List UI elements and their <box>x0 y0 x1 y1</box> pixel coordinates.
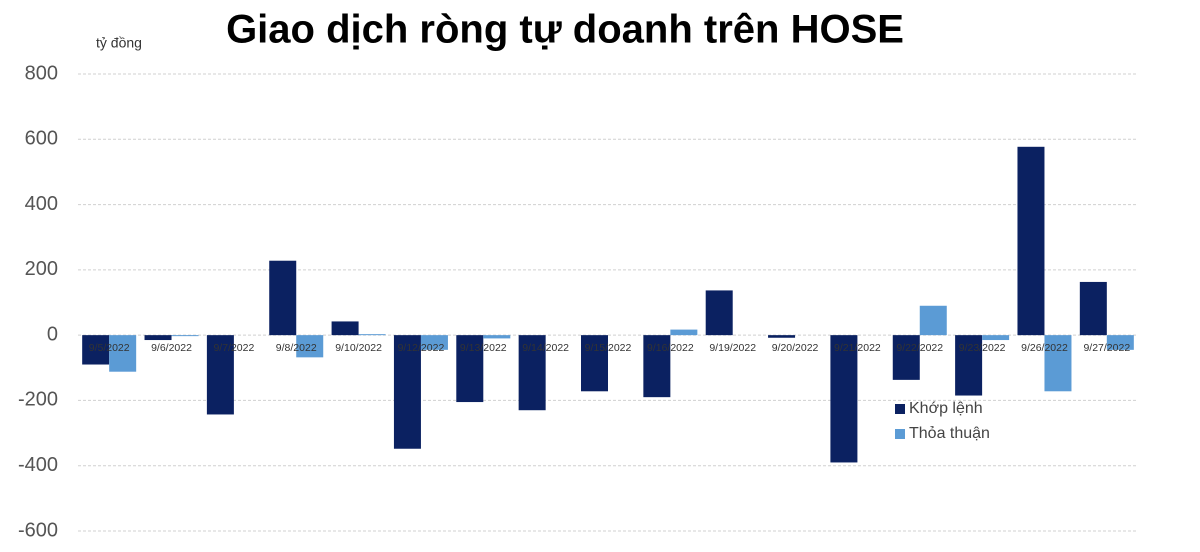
bar <box>982 335 1010 341</box>
x-tick-label: 9/15/2022 <box>585 342 632 354</box>
bar <box>581 335 608 392</box>
x-tick-label: 9/14/2022 <box>522 342 569 354</box>
bar <box>830 335 858 463</box>
bar <box>518 335 546 411</box>
legend-swatch <box>895 429 905 439</box>
x-tick-label: 9/23/2022 <box>959 342 1006 354</box>
x-tick-label: 9/19/2022 <box>709 342 756 354</box>
bar <box>456 335 484 403</box>
bar <box>144 335 172 341</box>
bar <box>420 335 448 350</box>
bar <box>296 335 324 358</box>
y-tick-label: -600 <box>18 519 58 541</box>
x-tick-label: 9/7/2022 <box>213 342 254 354</box>
x-tick-label: 9/22/2022 <box>896 342 943 354</box>
legend-label: Thỏa thuận <box>909 425 990 442</box>
bar <box>269 260 297 336</box>
x-tick-label: 9/27/2022 <box>1083 342 1130 354</box>
x-tick-label: 9/5/2022 <box>89 342 130 354</box>
bar <box>670 329 698 336</box>
bar <box>643 335 671 398</box>
bar <box>1017 146 1045 336</box>
bar <box>171 335 199 337</box>
y-tick-label: -400 <box>18 454 58 476</box>
x-tick-label: 9/13/2022 <box>460 342 507 354</box>
y-tick-label: 200 <box>25 258 58 280</box>
x-tick-label: 9/21/2022 <box>834 342 881 354</box>
bar <box>206 335 234 415</box>
bar <box>331 321 359 336</box>
y-tick-label: 400 <box>25 193 58 215</box>
y-tick-label: 0 <box>47 323 58 345</box>
x-tick-label: 9/12/2022 <box>398 342 445 354</box>
legend-label: Khớp lệnh <box>909 400 983 417</box>
x-tick-label: 9/20/2022 <box>772 342 819 354</box>
bar <box>1106 335 1134 350</box>
x-tick-label: 9/6/2022 <box>151 342 192 354</box>
bar <box>955 335 983 396</box>
bar <box>919 305 947 336</box>
y-tick-label: 800 <box>25 62 58 84</box>
bar <box>1079 281 1107 336</box>
y-tick-label: -200 <box>18 389 58 411</box>
bar <box>393 335 421 449</box>
bar <box>109 335 137 372</box>
x-tick-label: 9/16/2022 <box>647 342 694 354</box>
bar <box>705 290 733 336</box>
bar <box>768 335 796 338</box>
y-tick-label: 600 <box>25 128 58 150</box>
legend-swatch <box>895 404 905 414</box>
x-tick-label: 9/8/2022 <box>276 342 317 354</box>
bar <box>82 335 110 365</box>
x-tick-label: 9/10/2022 <box>335 342 382 354</box>
bar <box>1044 335 1072 392</box>
bar <box>358 334 386 336</box>
bar <box>483 335 511 339</box>
y-axis-label: tỷ đồng <box>96 35 142 51</box>
bar <box>892 335 920 380</box>
chart-title: Giao dịch ròng tự doanh trên HOSE <box>226 8 904 52</box>
x-tick-label: 9/26/2022 <box>1021 342 1068 354</box>
